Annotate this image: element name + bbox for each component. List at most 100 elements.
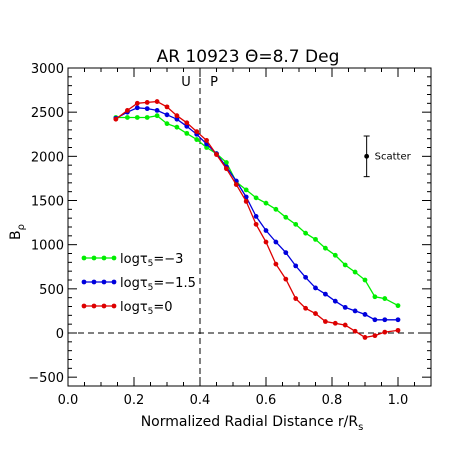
series-point-0	[313, 236, 318, 242]
scatter-point	[364, 153, 370, 159]
legend-label-sub: 5	[148, 307, 154, 317]
series-point-2	[372, 333, 378, 339]
series-point-1	[164, 112, 170, 118]
x-axis-label: Normalized Radial Distance r/Rs	[141, 414, 364, 433]
series-point-2	[332, 320, 338, 326]
series-point-0	[224, 160, 229, 165]
series-point-2	[342, 322, 348, 328]
series-point-0	[342, 262, 348, 268]
umbra-region-label: U	[181, 75, 191, 90]
x-tick-label: 1.0	[388, 393, 409, 408]
series-point-1	[144, 106, 150, 112]
series-point-2	[125, 108, 130, 113]
legend-point-0	[91, 255, 97, 261]
legend-point-1	[111, 279, 117, 285]
legend-point-0	[111, 255, 117, 261]
series-point-0	[184, 130, 190, 136]
series-point-2	[263, 239, 269, 245]
legend-point-1	[101, 279, 107, 285]
series-point-2	[154, 99, 160, 104]
series-point-2	[253, 221, 259, 227]
legend-label-value: =0	[153, 300, 172, 315]
legend-point-0	[81, 255, 87, 261]
legend-point-2	[101, 303, 107, 309]
series-point-2	[243, 198, 249, 204]
legend-point-2	[111, 303, 117, 309]
x-tick-label: 0.8	[322, 393, 343, 408]
series-point-2	[214, 152, 219, 157]
series-point-0	[164, 121, 170, 127]
chart-title: AR 10923 Θ=8.7 Deg	[157, 47, 340, 67]
y-tick-label: 1500	[31, 195, 64, 210]
y-tick-label: 2500	[31, 106, 64, 121]
series-point-0	[382, 296, 388, 301]
y-tick-label: 3000	[31, 62, 64, 77]
series-point-0	[174, 124, 180, 130]
legend-label-value: =−1.5	[153, 276, 195, 291]
series-point-0	[243, 187, 249, 193]
legend-label-prefix: logτ	[120, 300, 148, 315]
series-point-0	[283, 214, 289, 220]
series-point-0	[273, 206, 279, 212]
series-point-1	[362, 312, 368, 317]
series-point-0	[253, 195, 259, 201]
series-point-1	[313, 285, 318, 291]
series-point-1	[174, 116, 180, 122]
series-point-0	[144, 115, 150, 120]
series-point-0	[332, 252, 338, 258]
series-point-1	[154, 108, 160, 113]
series-point-0	[362, 277, 368, 283]
series-point-2	[164, 104, 170, 110]
series-point-1	[332, 298, 338, 304]
x-axis-label-sub: s	[358, 422, 363, 433]
y-tick-label: 500	[39, 283, 64, 298]
series-point-2	[174, 113, 180, 119]
x-tick-label: 0.4	[190, 393, 211, 408]
series-point-2	[382, 329, 388, 335]
series-point-0	[372, 294, 378, 300]
series-point-1	[273, 239, 279, 245]
series-point-0	[293, 221, 299, 227]
x-tick-label: 0.6	[256, 393, 277, 408]
y-tick-label: 1000	[31, 239, 64, 254]
legend-label-sub: 5	[148, 259, 154, 269]
series-point-2	[352, 328, 358, 334]
series-point-2	[224, 166, 229, 172]
legend-point-1	[81, 279, 87, 285]
series-point-2	[233, 182, 239, 188]
penumbra-region-label: P	[210, 75, 218, 90]
series-point-1	[342, 304, 348, 310]
series-point-1	[293, 263, 299, 269]
series-point-1	[303, 274, 308, 280]
series-point-0	[194, 137, 200, 142]
series-point-2	[362, 335, 368, 340]
series-point-2	[273, 261, 279, 267]
series-point-2	[313, 311, 318, 316]
series-point-1	[253, 214, 259, 219]
series-point-2	[194, 129, 200, 135]
series-point-2	[184, 120, 190, 126]
y-axis-label: Bρ	[8, 224, 27, 240]
legend-point-2	[81, 303, 87, 309]
series-point-0	[395, 303, 401, 309]
series-point-1	[352, 308, 358, 314]
series-point-2	[303, 305, 308, 311]
series-point-1	[283, 250, 289, 256]
series-point-1	[372, 317, 378, 323]
legend-label-prefix: logτ	[120, 276, 148, 291]
y-axis-label-main: B	[8, 230, 24, 240]
legend-label-value: =−3	[153, 252, 183, 267]
legend-point-1	[91, 279, 97, 285]
series-point-2	[283, 276, 289, 282]
x-tick-label: 0.0	[58, 393, 79, 408]
series-point-2	[134, 100, 140, 106]
legend-label-2: logτ5=0	[120, 300, 173, 317]
series-point-2	[323, 319, 328, 324]
legend-label-sub: 5	[148, 283, 154, 293]
series-point-0	[204, 145, 210, 150]
series-point-0	[352, 269, 358, 275]
series-point-1	[323, 291, 328, 297]
series-point-2	[395, 327, 401, 333]
series-point-2	[113, 116, 119, 122]
